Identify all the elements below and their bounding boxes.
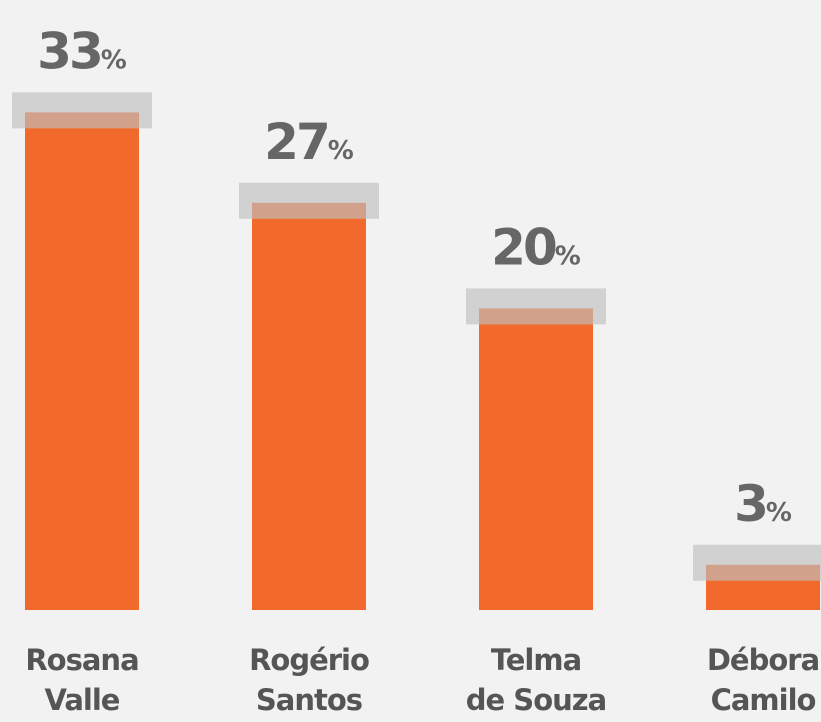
value-label: 33% xyxy=(37,22,127,80)
category-label: Rogério xyxy=(249,643,369,677)
category-label: Santos xyxy=(256,683,362,717)
error-band xyxy=(693,544,821,581)
error-band xyxy=(12,92,152,129)
error-band xyxy=(239,182,379,219)
value-label: 27% xyxy=(264,113,354,171)
category-label: Telma xyxy=(491,643,581,677)
value-label: 20% xyxy=(491,218,581,276)
value-label: 3% xyxy=(734,475,792,533)
category-label: Débora xyxy=(707,643,819,677)
bar xyxy=(479,308,593,610)
bar xyxy=(252,202,366,610)
error-band xyxy=(466,288,606,325)
category-label: Camilo xyxy=(711,683,816,717)
category-label: Valle xyxy=(45,683,120,717)
bar xyxy=(25,112,139,611)
category-label: Rosana xyxy=(25,643,138,677)
category-label: de Souza xyxy=(466,683,606,717)
